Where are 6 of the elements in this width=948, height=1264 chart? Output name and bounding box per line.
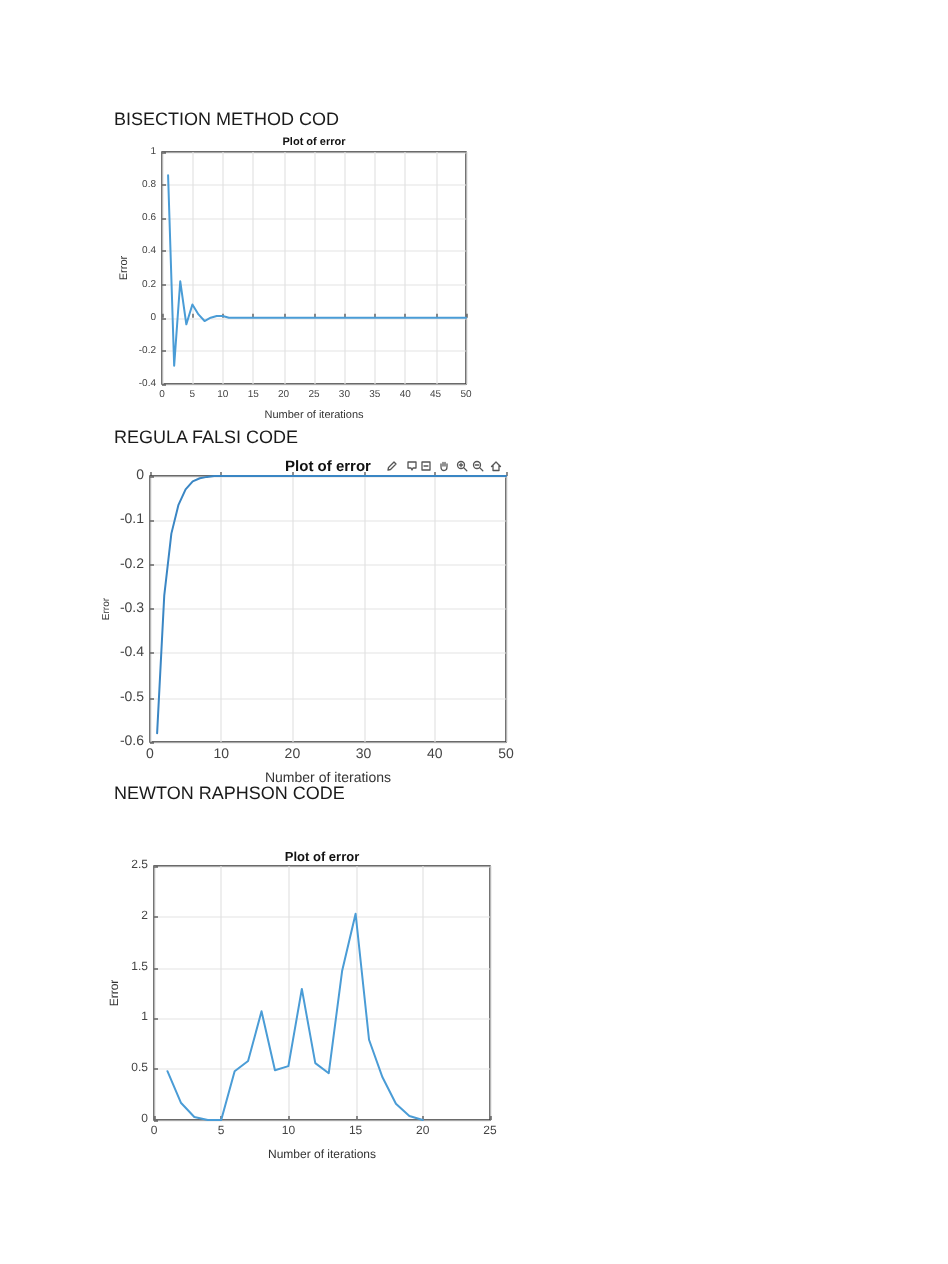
chart-title: REGULA FALSI CODE <box>114 426 299 447</box>
chart-title: BISECTION METHOD COD <box>114 108 341 129</box>
line-series <box>166 912 424 1121</box>
chart-title: NEWTON RAPHSON CODE <box>114 783 345 804</box>
line-series <box>156 475 507 735</box>
line-series <box>167 174 467 367</box>
